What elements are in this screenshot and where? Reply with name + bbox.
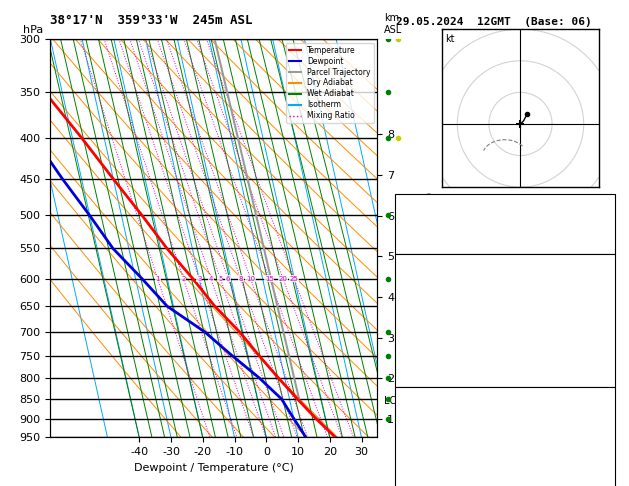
Text: Totals Totals: Totals Totals [400,215,481,226]
Text: 4: 4 [209,276,213,281]
Text: CAPE (J): CAPE (J) [400,463,450,473]
Text: 3: 3 [197,276,201,281]
Text: 5: 5 [606,330,612,340]
Text: PW (cm): PW (cm) [400,234,444,244]
Text: Temp (°C): Temp (°C) [400,275,456,285]
Text: 0: 0 [606,463,612,473]
Text: 21.8: 21.8 [587,275,612,285]
Text: 0: 0 [606,482,612,486]
Text: hPa: hPa [23,25,43,35]
Text: km
ASL: km ASL [384,13,402,35]
Text: K: K [400,197,406,207]
Text: 8: 8 [238,276,243,281]
Text: 0: 0 [606,348,612,359]
Text: 2: 2 [606,234,612,244]
Text: 18: 18 [599,197,612,207]
Text: Dewp (°C): Dewp (°C) [400,293,456,303]
Text: CAPE (J): CAPE (J) [400,348,450,359]
Text: θₑ (K): θₑ (K) [400,426,438,436]
Text: 1: 1 [155,276,160,281]
Text: 12.5: 12.5 [587,293,612,303]
Text: 322: 322 [593,312,612,322]
Text: LCL: LCL [384,396,402,406]
Text: Pressure (mb): Pressure (mb) [400,408,481,418]
Text: 2: 2 [181,276,186,281]
Text: Lifted Index: Lifted Index [400,445,475,455]
Text: CIN (J): CIN (J) [400,482,444,486]
Text: 3: 3 [606,445,612,455]
Y-axis label: Mixing Ratio (g/kg): Mixing Ratio (g/kg) [425,192,435,284]
Text: 38°17'N  359°33'W  245m ASL: 38°17'N 359°33'W 245m ASL [50,14,253,27]
Text: 15: 15 [265,276,274,281]
Text: 10: 10 [246,276,255,281]
Text: Surface: Surface [484,256,528,266]
Text: 800: 800 [593,408,612,418]
X-axis label: Dewpoint / Temperature (°C): Dewpoint / Temperature (°C) [134,463,294,473]
Text: θₑ(K): θₑ(K) [400,312,431,322]
Legend: Temperature, Dewpoint, Parcel Trajectory, Dry Adiabat, Wet Adiabat, Isotherm, Mi: Temperature, Dewpoint, Parcel Trajectory… [286,43,374,123]
Text: 20: 20 [279,276,287,281]
Text: 324: 324 [593,426,612,436]
Text: Lifted Index: Lifted Index [400,330,475,340]
Text: 25: 25 [289,276,298,281]
Text: Most Unstable: Most Unstable [465,389,547,399]
Text: kt: kt [445,34,454,44]
Text: 29.05.2024  12GMT  (Base: 06): 29.05.2024 12GMT (Base: 06) [396,17,592,27]
Text: 0: 0 [606,367,612,377]
Text: © weatheronline.co.uk: © weatheronline.co.uk [395,471,518,481]
Text: 5: 5 [218,276,223,281]
Text: 40: 40 [599,215,612,226]
Text: 6: 6 [226,276,230,281]
Text: CIN (J): CIN (J) [400,367,444,377]
